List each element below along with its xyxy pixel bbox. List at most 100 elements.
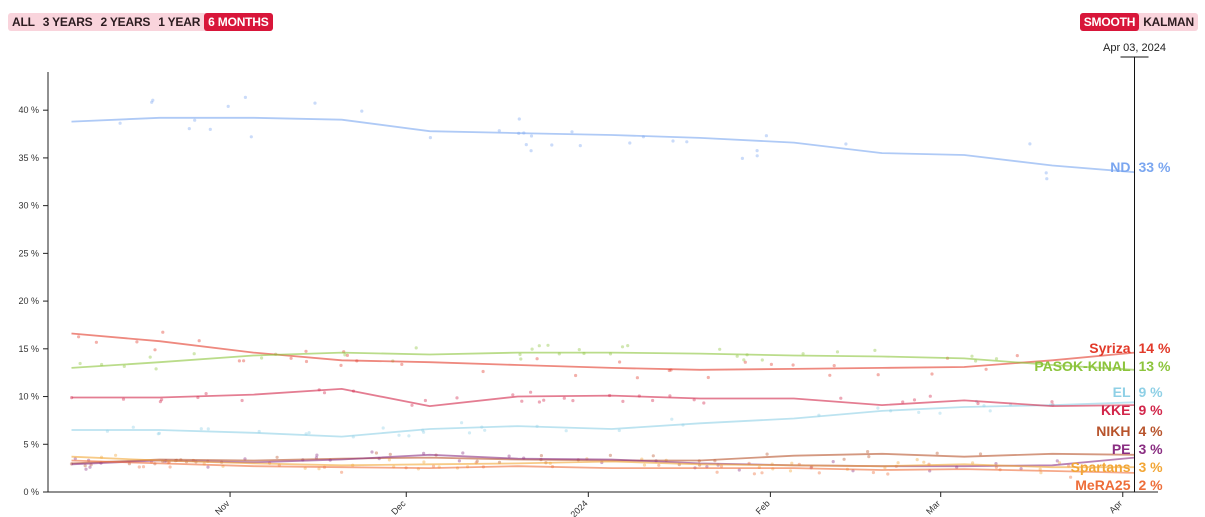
kalman-button[interactable]: KALMAN bbox=[1143, 15, 1194, 29]
poll-point-spartans bbox=[422, 460, 426, 464]
poll-point-pe bbox=[206, 465, 210, 469]
series-value-kke: 9 % bbox=[1139, 402, 1164, 418]
series-value-nikh: 4 % bbox=[1139, 423, 1164, 439]
smooth-button[interactable]: SMOOTH bbox=[1079, 13, 1140, 31]
poll-point-pasok-kinal bbox=[760, 358, 764, 362]
poll-point-syriza bbox=[304, 359, 309, 364]
poll-point-nd bbox=[497, 129, 501, 133]
poll-point-syriza bbox=[135, 340, 139, 344]
series-label-el: EL bbox=[1113, 384, 1131, 400]
poll-point-kke bbox=[423, 398, 427, 403]
y-tick-label: 40 % bbox=[18, 105, 39, 115]
range-3-years-button[interactable]: 3 YEARS bbox=[42, 15, 93, 29]
poll-point-syriza bbox=[635, 376, 640, 380]
y-tick-label: 10 % bbox=[18, 392, 39, 402]
poll-point-el bbox=[670, 417, 674, 421]
poll-point-mera25 bbox=[715, 470, 719, 474]
poll-point-el bbox=[381, 426, 385, 430]
series-value-pe: 3 % bbox=[1139, 441, 1164, 457]
poll-point-pe bbox=[831, 460, 835, 464]
poll-point-kke bbox=[571, 399, 575, 403]
poll-point-kke bbox=[529, 390, 533, 394]
poll-point-mera25 bbox=[1069, 475, 1073, 479]
poll-point-spartans bbox=[896, 461, 900, 465]
range-all-button[interactable]: ALL bbox=[12, 15, 35, 29]
trend-line-nd bbox=[71, 116, 1135, 174]
poll-point-nikh bbox=[978, 452, 983, 456]
poll-point-nd bbox=[118, 121, 122, 125]
poll-point-kke bbox=[158, 400, 162, 404]
poll-point-nd bbox=[360, 109, 364, 113]
trend-line-pasok-kinal bbox=[71, 351, 1135, 371]
poll-point-syriza bbox=[984, 367, 988, 371]
poll-point-syriza bbox=[339, 363, 343, 367]
poll-point-syriza bbox=[161, 330, 165, 334]
poll-point-pasok-kinal bbox=[835, 350, 840, 354]
poll-point-nd bbox=[1028, 142, 1032, 146]
poll-point-pe bbox=[461, 451, 465, 455]
poll-point-nikh bbox=[867, 455, 871, 459]
poll-point-mera25 bbox=[137, 465, 141, 469]
time-range-selector: ALL 3 YEARS 2 YEARS 1 YEAR 6 MONTHS bbox=[8, 13, 273, 31]
poll-point-syriza bbox=[400, 362, 404, 366]
poll-point-el bbox=[483, 428, 487, 432]
poll-point-nd bbox=[844, 142, 848, 146]
poll-point-pasok-kinal bbox=[260, 356, 264, 360]
poll-point-nd bbox=[628, 141, 632, 145]
poll-point-nikh bbox=[388, 452, 392, 456]
poll-point-pe bbox=[370, 450, 374, 454]
poll-point-mera25 bbox=[340, 470, 344, 474]
range-6-months-button[interactable]: 6 MONTHS bbox=[204, 13, 273, 31]
poll-point-nikh bbox=[374, 451, 378, 455]
trend-line-kke bbox=[71, 388, 1135, 407]
poll-point-el bbox=[199, 427, 203, 431]
trend-line-mera25 bbox=[71, 459, 1135, 474]
poll-point-mera25 bbox=[871, 470, 876, 475]
y-tick-label: 20 % bbox=[18, 296, 39, 306]
poll-point-nd bbox=[740, 156, 745, 160]
poll-point-kke bbox=[562, 396, 566, 400]
poll-point-pasok-kinal bbox=[546, 343, 550, 347]
range-2-years-button[interactable]: 2 YEARS bbox=[100, 15, 151, 29]
poll-point-pe bbox=[1055, 459, 1059, 463]
range-1-year-button[interactable]: 1 YEAR bbox=[158, 15, 201, 29]
poll-point-nd bbox=[529, 149, 533, 153]
poll-point-pasok-kinal bbox=[122, 364, 126, 368]
poll-point-el bbox=[564, 429, 568, 433]
poll-point-pasok-kinal bbox=[626, 344, 630, 348]
poll-point-pe bbox=[88, 465, 92, 469]
poll-point-mera25 bbox=[886, 472, 890, 476]
poll-point-el bbox=[617, 428, 621, 433]
poll-point-pasok-kinal bbox=[343, 353, 347, 357]
poll-point-nd bbox=[671, 139, 675, 143]
date-cursor[interactable]: Apr 03, 2024 bbox=[1103, 42, 1166, 492]
poll-point-syriza bbox=[535, 357, 539, 361]
poll-point-nikh bbox=[539, 454, 544, 458]
poll-point-el bbox=[917, 410, 921, 414]
poll-point-pasok-kinal bbox=[78, 361, 82, 366]
poll-point-kke bbox=[928, 394, 932, 398]
poll-point-syriza bbox=[481, 369, 485, 374]
series-label-syriza: Syriza bbox=[1089, 340, 1130, 356]
x-tick-label: 2024 bbox=[568, 498, 589, 517]
poll-point-pasok-kinal bbox=[192, 352, 196, 356]
poll-point-nikh bbox=[83, 464, 87, 468]
y-tick-label: 35 % bbox=[18, 153, 39, 163]
series-value-syriza: 14 % bbox=[1139, 340, 1171, 356]
x-tick-label: Dec bbox=[389, 498, 408, 517]
poll-point-mera25 bbox=[168, 465, 172, 469]
poll-point-nd bbox=[1044, 171, 1048, 175]
poll-point-pasok-kinal bbox=[518, 352, 522, 357]
poll-point-kke bbox=[240, 398, 244, 403]
poll-point-nd bbox=[249, 135, 253, 139]
poll-point-kke bbox=[912, 398, 917, 402]
poll-point-pasok-kinal bbox=[742, 358, 746, 362]
poll-point-nikh bbox=[275, 455, 279, 459]
poll-point-pasok-kinal bbox=[577, 348, 581, 352]
smoothing-mode-selector: SMOOTH KALMAN bbox=[1079, 13, 1198, 31]
poll-point-syriza bbox=[94, 340, 98, 344]
poll-point-pasok-kinal bbox=[801, 352, 805, 356]
poll-point-nd bbox=[428, 136, 432, 140]
poll-point-spartans bbox=[790, 461, 794, 465]
